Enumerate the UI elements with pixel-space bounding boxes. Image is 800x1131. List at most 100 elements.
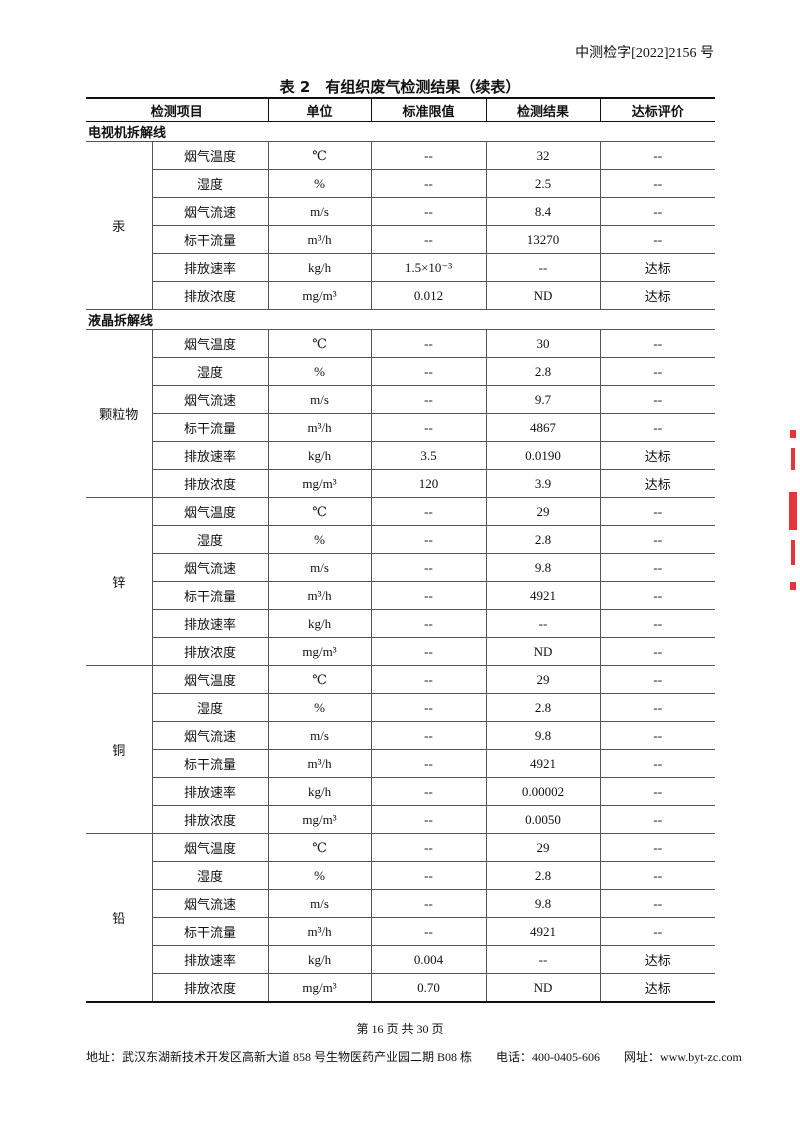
section-row: 电视机拆解线 (86, 121, 716, 142)
pollutant-cell: 汞 (86, 141, 152, 310)
item-cell: 烟气温度 (151, 665, 269, 694)
page-number: 第 16 页 共 30 页 (356, 1022, 444, 1036)
evaluation-cell: -- (599, 861, 716, 890)
unit-cell: m/s (267, 197, 372, 226)
unit-cell: mg/m³ (267, 805, 372, 834)
limit-cell: 3.5 (370, 441, 487, 470)
unit-cell: kg/h (267, 253, 372, 282)
result-cell: 8.4 (485, 197, 601, 226)
result-cell: 4867 (485, 413, 601, 442)
result-cell: -- (485, 945, 601, 974)
limit-cell: 0.012 (370, 281, 487, 310)
evaluation-cell: -- (599, 833, 716, 862)
item-cell: 排放浓度 (151, 805, 269, 834)
unit-cell: m³/h (267, 581, 372, 610)
result-cell: 29 (485, 833, 601, 862)
limit-cell: -- (370, 525, 487, 554)
item-cell: 标干流量 (151, 581, 269, 610)
table-row: 排放浓度 mg/m³ 0.70 ND 达标 (86, 973, 716, 1003)
result-cell: 9.8 (485, 721, 601, 750)
table-header-row: 检测项目 单位 标准限值 检测结果 达标评价 (86, 97, 716, 122)
limit-cell: -- (370, 693, 487, 722)
unit-cell: m/s (267, 721, 372, 750)
item-cell: 排放浓度 (151, 637, 269, 666)
evaluation-cell: -- (599, 141, 716, 170)
item-cell: 湿度 (151, 357, 269, 386)
unit-cell: % (267, 861, 372, 890)
unit-cell: m/s (267, 889, 372, 918)
unit-cell: m³/h (267, 749, 372, 778)
item-cell: 排放速率 (151, 441, 269, 470)
result-cell: ND (485, 637, 601, 666)
limit-cell: -- (370, 553, 487, 582)
evaluation-cell: -- (599, 637, 716, 666)
table-row: 铜烟气温度 ℃ -- 29 -- (86, 665, 716, 834)
evaluation-cell: 达标 (599, 945, 716, 974)
footer-contact: 地址：武汉东湖新技术开发区高新大道 858 号生物医药产业园二期 B08 栋 电… (86, 1050, 742, 1064)
limit-cell: -- (370, 225, 487, 254)
evaluation-cell: -- (599, 329, 716, 358)
pollutant-cell: 颗粒物 (86, 329, 152, 498)
evaluation-cell: -- (599, 889, 716, 918)
col-header-item: 检测项目 (86, 97, 269, 122)
evaluation-cell: -- (599, 197, 716, 226)
limit-cell: -- (370, 497, 487, 526)
evaluation-cell: -- (599, 721, 716, 750)
limit-cell: -- (370, 889, 487, 918)
table-row: 湿度% -- 2.8 -- (86, 861, 716, 890)
results-table: 检测项目 单位 标准限值 检测结果 达标评价 电视机拆解线汞烟气温度 ℃ -- 32-… (86, 97, 716, 1003)
result-cell: ND (485, 973, 601, 1003)
unit-cell: % (267, 693, 372, 722)
table-row: 烟气流速 m/s -- 9.7 -- (86, 385, 716, 414)
table-row: 排放浓度 mg/m³ -- 0.0050 -- (86, 805, 716, 834)
result-cell: -- (485, 609, 601, 638)
section-row: 液晶拆解线 (86, 309, 716, 330)
result-cell: ND (485, 281, 601, 310)
document-number: 中测检字[2022]2156 号 (575, 46, 714, 61)
pollutant-cell: 铅 (86, 833, 152, 1003)
col-header-result: 检测结果 (485, 97, 601, 122)
item-cell: 排放速率 (151, 253, 269, 282)
unit-cell: kg/h (267, 945, 372, 974)
limit-cell: 120 (370, 469, 487, 498)
unit-cell: % (267, 525, 372, 554)
result-cell: 29 (485, 665, 601, 694)
table-row: 排放速率 kg/h -- -- -- (86, 609, 716, 638)
evaluation-cell: -- (599, 225, 716, 254)
unit-cell: mg/m³ (267, 469, 372, 498)
unit-cell: ℃ (267, 329, 372, 358)
table-row: 标干流量 m³/h -- 4867 -- (86, 413, 716, 442)
result-cell: 0.0050 (485, 805, 601, 834)
table-row: 颗粒物 烟气温度 ℃ -- 30 -- (86, 329, 716, 498)
item-cell: 烟气温度 (151, 497, 269, 526)
result-cell: 30 (485, 329, 601, 358)
limit-cell: -- (370, 385, 487, 414)
unit-cell: mg/m³ (267, 637, 372, 666)
result-cell: 13270 (485, 225, 601, 254)
evaluation-cell: 达标 (599, 253, 716, 282)
unit-cell: ℃ (267, 141, 372, 170)
result-cell: 29 (485, 497, 601, 526)
unit-cell: % (267, 169, 372, 198)
limit-cell: 1.5×10⁻³ (370, 253, 487, 282)
limit-cell: -- (370, 609, 487, 638)
table-row: 排放浓度 mg/m³ 0.012 ND 达标 (86, 281, 716, 310)
result-cell: 4921 (485, 749, 601, 778)
item-cell: 排放速率 (151, 609, 269, 638)
table-row: 烟气流速 m/s -- 9.8 -- (86, 889, 716, 918)
item-cell: 排放浓度 (151, 281, 269, 310)
unit-cell: kg/h (267, 777, 372, 806)
item-cell: 烟气流速 (151, 553, 269, 582)
limit-cell: -- (370, 357, 487, 386)
col-header-unit: 单位 (267, 97, 372, 122)
table-row: 烟气流速 m/s -- 9.8 -- (86, 721, 716, 750)
limit-cell: -- (370, 833, 487, 862)
limit-cell: -- (370, 637, 487, 666)
limit-cell: -- (370, 917, 487, 946)
result-cell: 2.8 (485, 861, 601, 890)
table-row: 排放浓度 mg/m³ -- ND -- (86, 637, 716, 666)
item-cell: 标干流量 (151, 749, 269, 778)
item-cell: 排放速率 (151, 945, 269, 974)
item-cell: 湿度 (151, 169, 269, 198)
table-row: 湿度% -- 2.5 -- (86, 169, 716, 198)
